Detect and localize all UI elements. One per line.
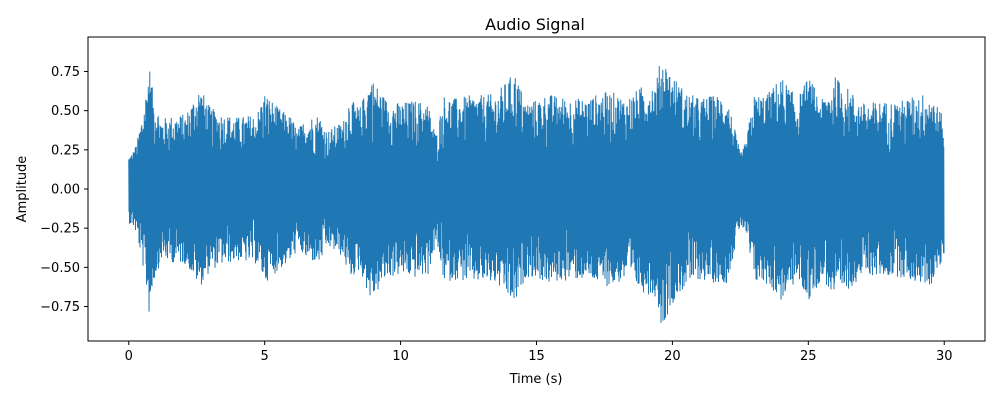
x-axis-label: Time (s)	[509, 372, 563, 387]
y-axis: −0.75 −0.50 −0.25 0.00 0.25 0.50 0.75	[40, 65, 88, 315]
x-tick-label: 25	[800, 349, 817, 364]
y-tick-label: 0.75	[51, 65, 80, 80]
x-tick-label: 30	[936, 349, 953, 364]
y-axis-label: Amplitude	[15, 156, 30, 223]
x-tick-label: 10	[392, 349, 409, 364]
x-tick-label: 5	[261, 349, 269, 364]
signal-series	[128, 66, 945, 323]
x-tick-label: 0	[125, 349, 133, 364]
signal-line	[128, 66, 945, 323]
y-tick-label: 0.00	[51, 183, 80, 198]
chart-title: Audio Signal	[485, 15, 585, 34]
y-tick-label: 0.50	[51, 104, 80, 119]
y-tick-label: −0.50	[40, 261, 80, 276]
y-tick-label: −0.75	[40, 300, 80, 315]
y-tick-label: −0.25	[40, 222, 80, 237]
plot-area	[87, 36, 986, 342]
x-axis: 0 5 10 15 20 25 30	[125, 341, 953, 364]
x-tick-label: 20	[664, 349, 681, 364]
x-tick-label: 15	[528, 349, 545, 364]
y-tick-label: 0.25	[51, 143, 80, 158]
